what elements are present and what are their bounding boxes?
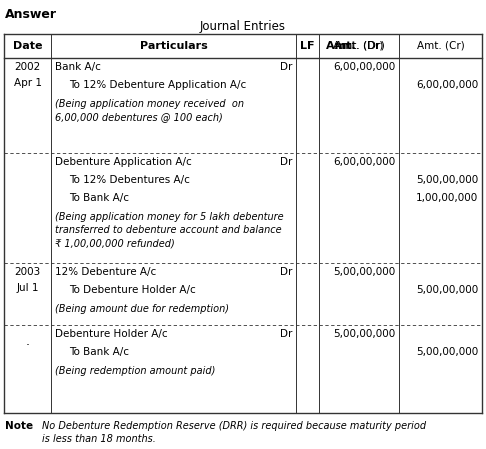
Text: is less than 18 months.: is less than 18 months. [42, 434, 156, 444]
Text: Journal Entries: Journal Entries [200, 20, 286, 33]
Text: ₹ 1,00,00,000 refunded): ₹ 1,00,00,000 refunded) [55, 238, 175, 248]
Text: Dr: Dr [279, 267, 292, 277]
Text: 2003: 2003 [15, 267, 41, 277]
Text: 12% Debenture A/c: 12% Debenture A/c [55, 267, 156, 277]
Text: LF: LF [300, 41, 315, 51]
Text: Amt.: Amt. [326, 41, 359, 51]
Text: Date: Date [13, 41, 42, 51]
Text: To Debenture Holder A/c: To Debenture Holder A/c [69, 285, 196, 295]
Text: 1,00,00,000: 1,00,00,000 [416, 193, 478, 203]
Text: transferred to debenture account and balance: transferred to debenture account and bal… [55, 225, 281, 235]
Text: Amt. (Dr): Amt. (Dr) [335, 41, 383, 51]
Text: Particulars: Particulars [139, 41, 208, 51]
Text: 6,00,000 debentures @ 100 each): 6,00,000 debentures @ 100 each) [55, 112, 223, 122]
Text: Dr: Dr [279, 62, 292, 72]
Text: To 12% Debenture Application A/c: To 12% Debenture Application A/c [69, 80, 246, 90]
Text: (Being application money received  on: (Being application money received on [55, 99, 244, 109]
Text: To Bank A/c: To Bank A/c [69, 193, 129, 203]
Text: Jul 1: Jul 1 [16, 283, 39, 293]
Text: To Bank A/c: To Bank A/c [69, 347, 129, 357]
Text: Answer: Answer [5, 8, 57, 21]
Text: 5,00,00,000: 5,00,00,000 [416, 285, 478, 295]
Text: Amt. (Cr): Amt. (Cr) [417, 41, 465, 51]
Text: 5,00,00,000: 5,00,00,000 [333, 267, 395, 277]
Text: To 12% Debentures A/c: To 12% Debentures A/c [69, 175, 190, 185]
Text: Dr: Dr [279, 329, 292, 339]
Text: 5,00,00,000: 5,00,00,000 [416, 175, 478, 185]
Text: 2002: 2002 [15, 62, 41, 72]
Text: Apr 1: Apr 1 [14, 78, 41, 88]
Text: (Being application money for 5 lakh debenture: (Being application money for 5 lakh debe… [55, 212, 284, 222]
Text: Dr: Dr [279, 157, 292, 167]
Text: Bank A/c: Bank A/c [55, 62, 101, 72]
Text: (Being amount due for redemption): (Being amount due for redemption) [55, 304, 229, 314]
Text: Debenture Holder A/c: Debenture Holder A/c [55, 329, 168, 339]
Text: 6,00,00,000: 6,00,00,000 [416, 80, 478, 90]
Text: 5,00,00,000: 5,00,00,000 [416, 347, 478, 357]
Text: Debenture Application A/c: Debenture Application A/c [55, 157, 192, 167]
Text: 6,00,00,000: 6,00,00,000 [333, 62, 395, 72]
Text: Amt. (Dr): Amt. (Dr) [333, 41, 385, 51]
Text: 6,00,00,000: 6,00,00,000 [333, 157, 395, 167]
Text: (Being redemption amount paid): (Being redemption amount paid) [55, 366, 215, 376]
Text: .: . [25, 335, 30, 348]
Text: No Debenture Redemption Reserve (DRR) is required because maturity period: No Debenture Redemption Reserve (DRR) is… [42, 421, 426, 431]
Text: 5,00,00,000: 5,00,00,000 [333, 329, 395, 339]
Text: Note: Note [5, 421, 33, 431]
